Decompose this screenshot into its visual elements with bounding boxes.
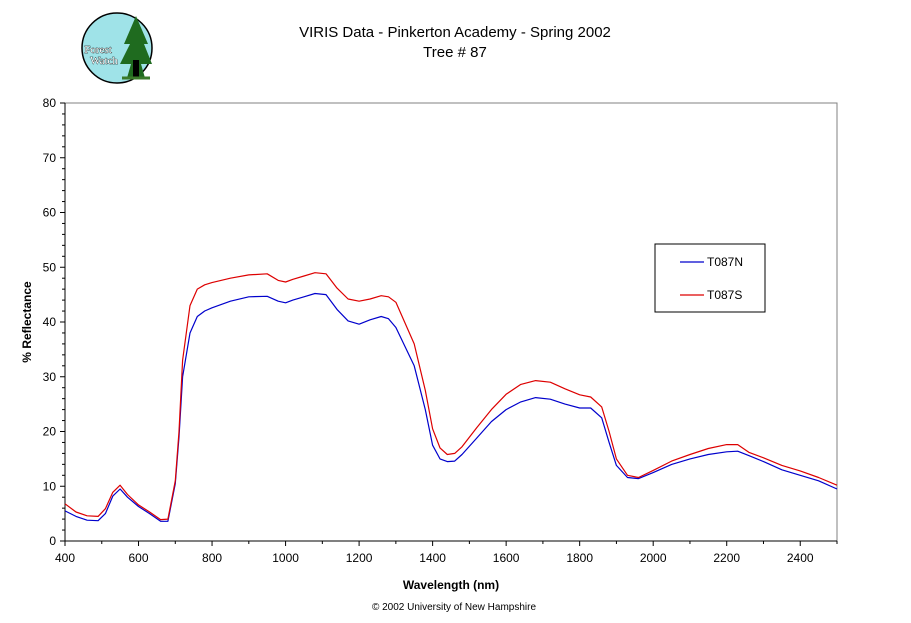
y-tick-label: 40: [43, 315, 57, 329]
y-tick-label: 50: [43, 260, 57, 274]
plot-area: [64, 102, 838, 542]
x-tick-label: 400: [55, 551, 75, 565]
y-tick-label: 0: [49, 534, 56, 548]
y-axis-label: % Reflectance: [20, 281, 34, 363]
y-tick-label: 20: [43, 425, 57, 439]
x-tick-label: 1600: [493, 551, 520, 565]
x-tick-label: 2200: [713, 551, 740, 565]
x-tick-label: 2000: [640, 551, 667, 565]
y-axis-ticks: 0 10 20 30 40 50 60 70 80: [43, 96, 65, 548]
y-tick-label: 10: [43, 479, 57, 493]
legend-label-t087n: T087N: [707, 255, 743, 269]
chart-title: VIRIS Data - Pinkerton Academy - Spring …: [299, 24, 611, 41]
logo-text-line1: Forest: [84, 44, 112, 56]
y-tick-label: 80: [43, 96, 57, 110]
chart-subtitle: Tree # 87: [423, 44, 487, 61]
x-tick-label: 1400: [419, 551, 446, 565]
y-tick-label: 30: [43, 370, 57, 384]
tree-icon: [120, 16, 152, 80]
legend-box: [654, 243, 766, 313]
x-tick-label: 1000: [272, 551, 299, 565]
copyright-footer: © 2002 University of New Hampshire: [372, 602, 537, 613]
legend: T087N T087S: [654, 243, 766, 313]
forest-watch-logo: Forest Watch: [81, 12, 153, 84]
x-tick-label: 800: [202, 551, 222, 565]
logo-text-line2: Watch: [90, 55, 118, 67]
x-tick-label: 1200: [346, 551, 373, 565]
x-axis-ticks: 400 600 800 1000 1200 1400 1600 1800 2000 2200 240…: [55, 541, 838, 565]
legend-label-t087s: T087S: [707, 288, 742, 302]
x-tick-label: 600: [129, 551, 149, 565]
series-line-t087s: [64, 272, 838, 521]
x-tick-label: 2400: [787, 551, 814, 565]
y-tick-label: 70: [43, 151, 57, 165]
x-tick-label: 1800: [566, 551, 593, 565]
x-axis-label: Wavelength (nm): [403, 578, 499, 592]
series-layer: [64, 272, 838, 522]
y-tick-label: 60: [43, 206, 57, 220]
